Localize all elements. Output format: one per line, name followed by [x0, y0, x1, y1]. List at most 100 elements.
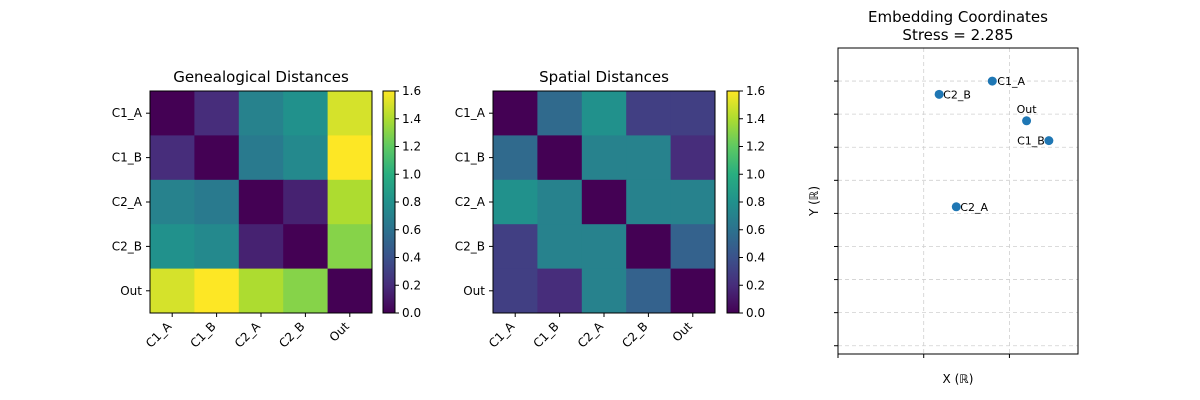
heatmap-cell-C1_A-C1_A — [493, 91, 538, 136]
x-tick-label: C2_B — [276, 319, 307, 350]
x-tick-label: C1_A — [143, 319, 175, 351]
colorbar-tick-label: 1.6 — [746, 84, 765, 98]
colorbar-tick-label: 0.2 — [402, 278, 421, 292]
heatmap-cell-C2_A-C2_A — [238, 179, 284, 225]
heatmap-cell-C1_B-Out — [327, 135, 373, 181]
point-C2_A — [951, 202, 961, 212]
point-Out — [1022, 116, 1032, 126]
heatmap-cell-C1_B-C1_B — [537, 135, 583, 181]
heatmap-cell-Out-C2_A — [581, 268, 627, 314]
heatmap-cell-C2_B-C2_B — [626, 224, 672, 270]
y-tick-label: C1_A — [112, 106, 143, 120]
x-tick-label: Out — [327, 319, 352, 344]
genealogical-title: Genealogical Distances — [173, 68, 349, 86]
heatmap-cell-C2_B-C2_A — [238, 224, 284, 270]
point-label-C2_B: C2_B — [943, 88, 971, 101]
x-tick-label: C2_A — [575, 319, 607, 351]
point-label-C1_A: C1_A — [997, 75, 1025, 88]
heatmap-cell-C2_B-C1_A — [493, 224, 538, 270]
heatmap-cell-C2_A-C2_A — [581, 179, 627, 225]
colorbar-tick-label: 0.6 — [746, 223, 765, 237]
heatmap-cell-C1_A-C2_A — [238, 91, 284, 136]
colorbar-gradient — [382, 90, 396, 314]
scatter-frame — [837, 47, 1079, 355]
colorbar-tick-label: 1.0 — [402, 167, 421, 181]
heatmap-cell-C2_A-C1_A — [150, 179, 195, 225]
point-label-C2_A: C2_A — [960, 201, 988, 214]
x-tick-label: C1_A — [486, 319, 518, 351]
y-tick-label: Out — [463, 284, 485, 298]
x-tick-label: C2_A — [232, 319, 264, 351]
colorbar-tick-label: 1.2 — [746, 140, 765, 154]
y-tick-label: C1_B — [455, 151, 485, 165]
heatmap-cell-C1_B-C2_B — [626, 135, 672, 181]
y-axis-label: Y (ℝ) — [807, 186, 821, 217]
heatmap-cell-C2_A-C2_B — [626, 179, 672, 225]
heatmap-cell-C2_A-C1_B — [194, 179, 240, 225]
colorbar-tick-label: 0.4 — [402, 251, 421, 265]
x-tick-label: C2_B — [619, 319, 650, 350]
heatmap-cell-C2_B-C2_B — [283, 224, 329, 270]
colorbar-tick-label: 1.0 — [746, 167, 765, 181]
heatmap-cell-C2_A-Out — [670, 179, 716, 225]
colorbar-tick-label: 0.0 — [746, 306, 765, 320]
point-C2_B — [934, 89, 944, 99]
point-C1_A — [987, 76, 997, 86]
heatmap-cell-C2_A-C1_B — [537, 179, 583, 225]
y-tick-label: C2_B — [112, 239, 142, 253]
colorbar-tick-label: 0.0 — [402, 306, 421, 320]
heatmap-cell-Out-C1_A — [493, 268, 538, 314]
scatter-subtitle: Stress = 2.285 — [902, 26, 1013, 44]
heatmap-cell-C1_A-C1_B — [537, 91, 583, 136]
heatmap-cell-C2_B-C1_B — [194, 224, 240, 270]
colorbar-tick-label: 0.4 — [746, 251, 765, 265]
genealogical-colorbar: 0.0 0.2 0.4 0.6 0.8 1.0 1.2 1.4 1.6 — [382, 84, 421, 320]
x-tick-label: C1_B — [187, 319, 218, 350]
heatmap-cell-C2_B-C1_A — [150, 224, 195, 270]
y-tick-label: C2_A — [112, 195, 143, 209]
heatmap-cell-C1_B-Out — [670, 135, 716, 181]
heatmap-cell-C1_B-C1_A — [150, 135, 195, 181]
heatmap-cell-C2_A-C1_A — [493, 179, 538, 225]
colorbar-tick-label: 1.4 — [746, 112, 765, 126]
heatmap-cell-C2_A-C2_B — [283, 179, 329, 225]
y-tick-label: C1_A — [455, 106, 486, 120]
heatmap-cell-C1_B-C2_A — [581, 135, 627, 181]
point-C1_B — [1044, 136, 1054, 146]
heatmap-cell-C2_A-Out — [327, 179, 373, 225]
heatmap-cell-C1_A-Out — [327, 91, 373, 136]
colorbar-tick-label: 0.8 — [746, 195, 765, 209]
colorbar-tick-label: 1.4 — [402, 112, 421, 126]
heatmap-cell-C2_B-Out — [327, 224, 373, 270]
heatmap-cell-C1_B-C2_B — [283, 135, 329, 181]
heatmap-cell-C2_B-C2_A — [581, 224, 627, 270]
y-tick-label: C1_B — [112, 151, 142, 165]
embedding-scatter: Embedding Coordinates Stress = 2.285 C1_… — [807, 8, 1079, 386]
heatmap-cell-Out-C1_A — [150, 268, 195, 314]
colorbar-tick-label: 0.2 — [746, 278, 765, 292]
heatmap-cell-C1_A-C1_B — [194, 91, 240, 136]
x-tick-label: C1_B — [530, 319, 561, 350]
colorbar-gradient — [726, 90, 740, 314]
x-tick-label: Out — [670, 319, 695, 344]
spatial-title: Spatial Distances — [539, 68, 669, 86]
heatmap-cell-C1_A-Out — [670, 91, 716, 136]
heatmap-cell-Out-C2_B — [626, 268, 672, 314]
colorbar-tick-label: 0.6 — [402, 223, 421, 237]
x-axis-label: X (ℝ) — [943, 372, 974, 386]
spatial-heatmap: Spatial Distances C1_A C1_A C1_B C1_B C2_A C2… — [455, 68, 716, 351]
colorbar-tick-label: 1.6 — [402, 84, 421, 98]
heatmap-cell-Out-C2_B — [283, 268, 329, 314]
y-tick-label: C2_B — [455, 239, 485, 253]
heatmap-cell-Out-C2_A — [238, 268, 284, 314]
heatmap-cell-C1_A-C2_A — [581, 91, 627, 136]
heatmap-cell-C2_B-Out — [670, 224, 716, 270]
point-label-Out: Out — [1017, 103, 1038, 116]
heatmap-cell-C2_B-C1_B — [537, 224, 583, 270]
heatmap-cell-Out-Out — [670, 268, 716, 314]
heatmap-cell-Out-C1_B — [194, 268, 240, 314]
spatial-colorbar: 0.0 0.2 0.4 0.6 0.8 1.0 1.2 1.4 1.6 — [726, 84, 765, 320]
heatmap-cell-C1_A-C2_B — [626, 91, 672, 136]
